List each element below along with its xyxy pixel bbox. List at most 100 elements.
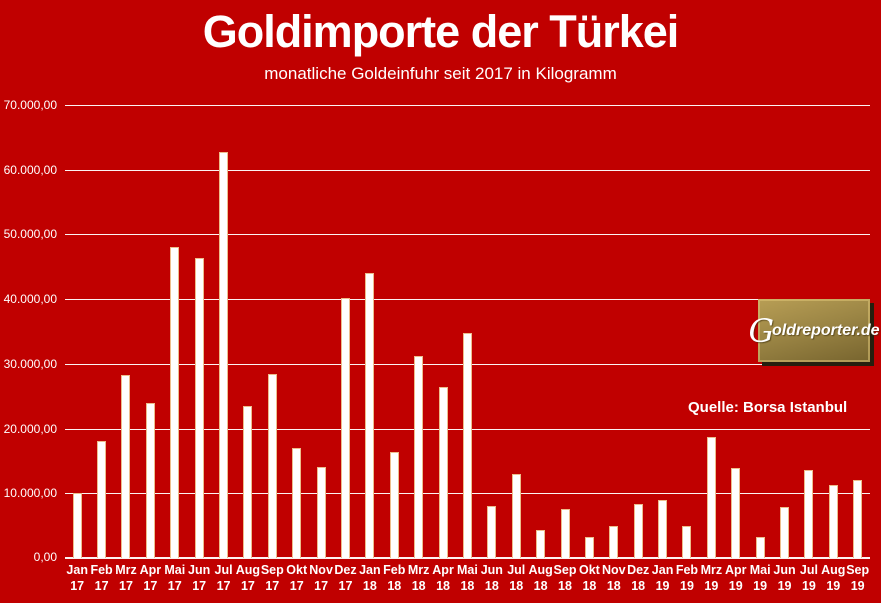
x-axis-label: Feb 19 <box>675 562 699 594</box>
bar <box>487 506 497 558</box>
x-axis-label: Apr 19 <box>724 562 748 594</box>
x-axis-label: Aug 18 <box>528 562 552 594</box>
x-axis-label-month: Okt <box>578 563 600 577</box>
chart-title: Goldimporte der Türkei <box>202 6 680 57</box>
x-axis-label-month: Mrz <box>407 563 430 577</box>
x-axis-label: Aug 17 <box>236 562 260 594</box>
x-axis-label-month: Mai <box>164 563 186 577</box>
x-axis-label-month: Jun <box>188 563 211 577</box>
x-axis-label: Aug 19 <box>821 562 845 594</box>
bar-column <box>455 105 479 558</box>
x-axis-label-month: Apr <box>432 563 454 577</box>
bar-column <box>553 105 577 558</box>
bar-column <box>431 105 455 558</box>
x-axis-label-year: 17 <box>70 579 85 593</box>
gridline: 70.000,00 <box>4 98 870 112</box>
bars-container <box>65 105 870 558</box>
bar-column <box>211 105 235 558</box>
bar <box>365 273 375 558</box>
bar <box>584 537 594 558</box>
x-axis-label-year: 18 <box>436 579 450 593</box>
x-axis-label-month: Mai <box>749 563 771 577</box>
x-axis-label-year: 18 <box>460 579 475 593</box>
x-axis-label: Mai 18 <box>455 562 479 594</box>
x-axis-label: Feb 17 <box>89 562 113 594</box>
x-axis-label: Jul 17 <box>211 562 235 594</box>
x-axis-label: Jan 19 <box>650 562 674 594</box>
x-axis-label-year: 18 <box>362 579 377 593</box>
bar-column <box>504 105 528 558</box>
x-axis-label-year: 17 <box>265 579 280 593</box>
bar <box>194 258 204 558</box>
bar <box>170 247 180 558</box>
x-axis-label: Okt 17 <box>285 562 309 594</box>
bar <box>536 529 546 558</box>
x-axis-label-year: 19 <box>704 579 719 593</box>
x-axis-label-year: 18 <box>533 579 548 593</box>
x-axis-label-month: Okt <box>286 563 308 577</box>
bar <box>560 509 570 558</box>
x-axis-label-month: Jul <box>214 563 233 577</box>
y-axis-tick-label: 60.000,00 <box>3 162 57 177</box>
bar <box>511 473 521 558</box>
x-axis-label-year: 19 <box>753 579 768 593</box>
bar <box>414 356 424 558</box>
x-axis-label: Jun 18 <box>480 562 504 594</box>
y-axis-tick-label: 40.000,00 <box>3 292 57 307</box>
x-axis-label: Mrz 18 <box>406 562 430 594</box>
bar <box>267 374 277 558</box>
x-axis-label-year: 17 <box>119 579 133 593</box>
x-axis-label-year: 17 <box>289 579 304 593</box>
bar-column <box>65 105 89 558</box>
bar-column <box>260 105 284 558</box>
bar-column <box>821 105 845 558</box>
x-axis-label-year: 19 <box>826 579 841 593</box>
x-axis-label-year: 18 <box>631 579 646 593</box>
x-axis-label: Dez 18 <box>626 562 650 594</box>
x-axis-label-month: Feb <box>90 563 113 577</box>
bar-column <box>602 105 626 558</box>
y-axis-tick-label: 70.000,00 <box>3 98 57 112</box>
x-axis-label-year: 17 <box>192 579 207 593</box>
bar-column <box>309 105 333 558</box>
x-axis-label: Dez 17 <box>333 562 357 594</box>
x-axis-label-year: 19 <box>680 579 694 593</box>
bar-column <box>382 105 406 558</box>
y-axis-tick-label: 20.000,00 <box>3 421 57 436</box>
x-axis-label-year: 17 <box>314 579 329 593</box>
x-axis-label-year: 19 <box>801 579 816 593</box>
x-axis-label-month: Jan <box>66 563 88 577</box>
x-axis-label-year: 18 <box>582 579 597 593</box>
bar-column <box>846 105 870 558</box>
bar-column <box>724 105 748 558</box>
x-axis-label-year: 18 <box>558 579 572 593</box>
x-axis-label: Sep 18 <box>553 562 577 594</box>
x-axis-label-month: Apr <box>139 563 162 577</box>
x-axis-label-year: 19 <box>655 579 670 593</box>
x-axis-label-month: Dez <box>334 563 357 577</box>
x-axis-label-year: 17 <box>240 579 255 593</box>
source-label: Quelle: Borsa Istanbul <box>688 399 848 416</box>
y-axis-tick-label: 30.000,00 <box>3 356 57 371</box>
bar <box>755 536 765 558</box>
x-axis-label-year: 17 <box>338 579 353 593</box>
x-axis-label-year: 19 <box>777 579 792 593</box>
bar-column <box>187 105 211 558</box>
bar-column <box>285 105 309 558</box>
bar-column <box>114 105 138 558</box>
x-axis-label: Sep 17 <box>260 562 284 594</box>
x-axis-label-month: Mrz <box>700 563 723 577</box>
x-axis-label-month: Mrz <box>115 563 137 577</box>
x-axis-label: Apr 18 <box>431 562 455 594</box>
logo-initial-letter: G <box>748 311 774 350</box>
gridline: 40.000,00 <box>4 292 870 306</box>
bar <box>828 484 838 558</box>
x-axis-label: Feb 18 <box>382 562 406 594</box>
x-axis-label-month: Aug <box>528 563 553 577</box>
bar-column <box>699 105 723 558</box>
x-axis-label: Jun 19 <box>772 562 796 594</box>
x-axis-label-month: Mai <box>457 563 478 577</box>
bar <box>340 297 350 558</box>
